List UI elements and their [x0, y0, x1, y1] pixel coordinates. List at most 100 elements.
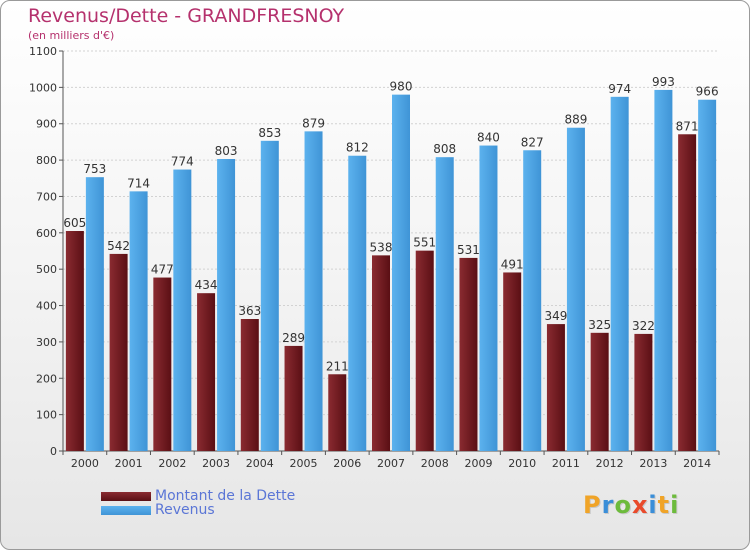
bar-revenus: [566, 127, 585, 452]
bar-revenus: [348, 155, 367, 451]
x-tick-label: 2004: [246, 457, 274, 470]
legend-swatch-revenus: [101, 505, 151, 515]
bar-dette: [240, 319, 259, 451]
data-label-revenus: 980: [390, 80, 413, 94]
data-label-revenus: 993: [652, 75, 675, 89]
x-tick-label: 2000: [71, 457, 99, 470]
data-label-revenus: 812: [346, 141, 369, 155]
data-label-revenus: 753: [83, 162, 106, 176]
y-tick-label: 500: [36, 263, 57, 276]
data-label-dette: 871: [676, 119, 699, 133]
x-tick-label: 2014: [683, 457, 711, 470]
bar-revenus: [435, 157, 454, 451]
bar-revenus: [610, 96, 629, 452]
data-label-revenus: 974: [608, 82, 631, 96]
data-label-dette: 289: [282, 331, 305, 345]
data-label-revenus: 803: [215, 144, 238, 158]
bar-revenus: [85, 177, 104, 451]
data-label-dette: 542: [107, 239, 130, 253]
bar-dette: [678, 134, 697, 452]
bar-revenus: [654, 89, 673, 451]
y-tick-label: 0: [50, 445, 57, 458]
x-tick-label: 2012: [596, 457, 624, 470]
x-tick-label: 2010: [508, 457, 536, 470]
chart-subtitle: (en milliers d'€): [28, 29, 115, 42]
y-tick-label: 800: [36, 154, 57, 167]
x-tick-label: 2002: [158, 457, 186, 470]
y-tick-label: 100: [36, 409, 57, 422]
y-tick-label: 300: [36, 336, 57, 349]
x-tick-label: 2013: [639, 457, 667, 470]
x-tick-label: 2011: [552, 457, 580, 470]
bar-dette: [415, 250, 434, 451]
data-label-dette: 491: [501, 257, 524, 271]
data-label-dette: 538: [370, 240, 393, 254]
logo-letter: r: [601, 491, 615, 519]
data-label-revenus: 827: [521, 135, 544, 149]
data-label-revenus: 879: [302, 116, 325, 130]
bar-dette: [197, 293, 216, 451]
bar-dette: [65, 231, 84, 451]
legend-item-revenus: Revenus: [101, 502, 215, 518]
data-label-dette: 322: [632, 319, 655, 333]
data-label-revenus: 840: [477, 131, 500, 145]
data-label-revenus: 889: [564, 113, 587, 127]
data-label-dette: 211: [326, 359, 349, 373]
data-label-dette: 363: [238, 304, 261, 318]
logo-letter: t: [657, 491, 671, 519]
data-label-revenus: 853: [258, 126, 281, 140]
legend-swatch-dette: [101, 491, 151, 501]
y-tick-label: 400: [36, 300, 57, 313]
logo-letter: P: [583, 491, 602, 519]
bar-revenus: [173, 169, 192, 451]
bar-revenus: [304, 131, 323, 451]
data-label-revenus: 714: [127, 176, 150, 190]
bar-revenus: [260, 140, 279, 451]
bar-dette: [328, 374, 347, 451]
bar-revenus: [217, 159, 236, 451]
bar-dette: [546, 324, 565, 451]
chart-title: Revenus/Dette - GRANDFRESNOY: [28, 5, 345, 27]
x-tick-label: 2009: [464, 457, 492, 470]
y-tick-label: 200: [36, 372, 57, 385]
bar-dette: [153, 277, 172, 451]
bar-dette: [284, 345, 303, 451]
data-label-dette: 477: [151, 263, 174, 277]
bar-revenus: [523, 150, 542, 452]
x-tick-label: 2003: [202, 457, 230, 470]
legend-label-revenus: Revenus: [155, 502, 215, 518]
bar-dette: [634, 333, 653, 451]
data-label-revenus: 808: [433, 142, 456, 156]
data-label-dette: 434: [195, 278, 218, 292]
bar-revenus: [479, 145, 498, 451]
bar-dette: [459, 257, 478, 451]
bar-dette: [372, 255, 390, 451]
data-label-revenus: 774: [171, 155, 194, 169]
data-label-revenus: 966: [696, 85, 719, 99]
legend-label-dette: Montant de la Dette: [155, 488, 296, 504]
x-tick-label: 2008: [421, 457, 449, 470]
x-tick-label: 2001: [115, 457, 143, 470]
data-label-dette: 531: [457, 243, 480, 257]
y-tick-label: 700: [36, 190, 57, 203]
data-label-dette: 349: [544, 309, 567, 323]
bar-revenus: [129, 191, 148, 451]
logo-letter: i: [648, 491, 658, 519]
y-tick-label: 1000: [29, 81, 57, 94]
proxiti-logo: Proxiti: [583, 491, 679, 519]
logo-letter: x: [631, 491, 649, 519]
data-label-dette: 325: [588, 318, 611, 332]
legend-item-dette: Montant de la Dette: [101, 488, 296, 504]
bar-revenus: [392, 94, 410, 452]
logo-letter: o: [614, 491, 632, 519]
bar-dette: [109, 253, 128, 451]
data-label-dette: 605: [63, 216, 86, 230]
y-tick-label: 600: [36, 227, 57, 240]
bar-revenus: [698, 99, 717, 452]
bar-dette: [590, 332, 609, 451]
y-tick-label: 900: [36, 118, 57, 131]
y-tick-label: 1100: [29, 45, 57, 58]
logo-letter: i: [670, 491, 680, 519]
